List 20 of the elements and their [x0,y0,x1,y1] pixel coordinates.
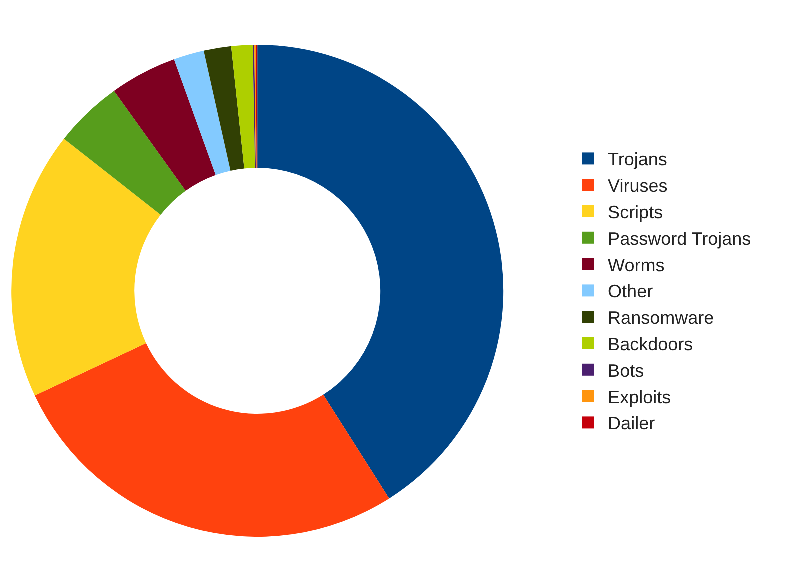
donut-slice [252,45,256,168]
legend-label: Exploits [608,387,672,408]
legend-label: Viruses [608,176,668,196]
donut-slice [35,343,390,537]
donut-slice [204,46,244,171]
legend-label: Scripts [608,202,664,223]
donut-slice [174,50,231,176]
legend-label: Ransomware [608,308,714,328]
donut-slice [114,60,216,192]
legend-label: Trojans [608,150,668,170]
legend-label: Backdoors [608,334,694,355]
legend-label: Other [608,282,654,302]
legend-label: Dailer [608,414,656,434]
legend-label: Bots [608,360,644,381]
donut-slice [64,91,186,216]
legend-label: Password Trojans [608,228,752,249]
donut-slice [12,139,161,396]
donut-slice [258,45,504,499]
legend-label: Worms [608,255,665,276]
donut-slice [231,45,256,169]
